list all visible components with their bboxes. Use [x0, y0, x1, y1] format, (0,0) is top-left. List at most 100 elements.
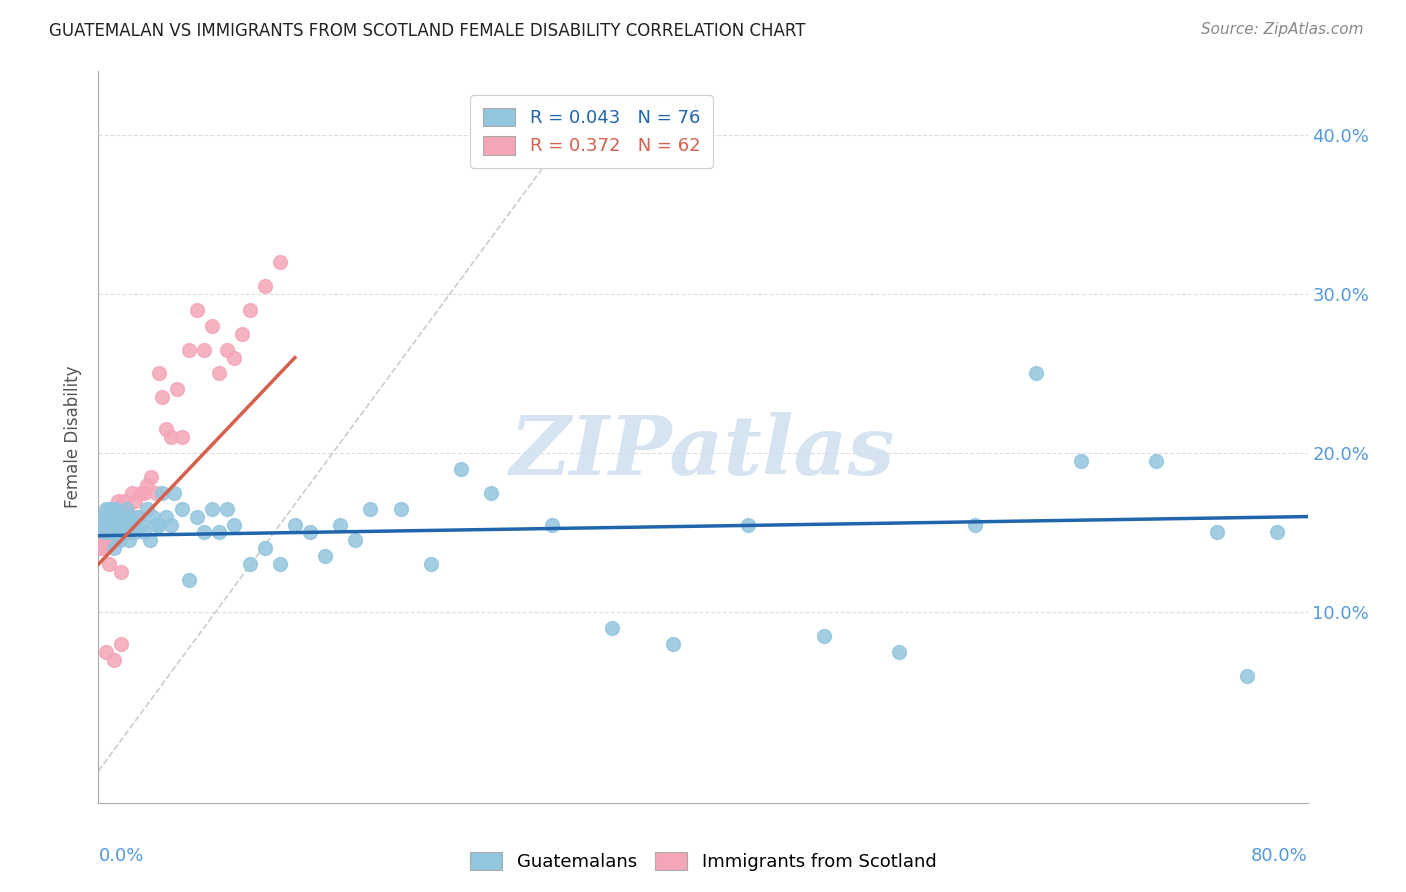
Point: [103, 525, 125, 540]
Point: [104, 517, 127, 532]
Point: [208, 525, 231, 540]
Point: [215, 501, 238, 516]
Point: [118, 525, 141, 540]
Point: [420, 558, 443, 572]
Point: [148, 517, 170, 532]
Point: [284, 517, 307, 532]
Point: [139, 533, 162, 548]
Point: [166, 383, 188, 397]
Point: [145, 485, 167, 500]
Point: [129, 517, 152, 532]
Point: [91, 509, 114, 524]
Point: [661, 637, 683, 651]
Point: [1024, 367, 1046, 381]
Point: [101, 501, 124, 516]
Point: [107, 493, 129, 508]
Point: [170, 501, 193, 516]
Point: [107, 517, 129, 532]
Point: [889, 645, 911, 659]
Point: [96, 533, 118, 548]
Point: [186, 302, 208, 317]
Point: [253, 541, 276, 556]
Point: [155, 422, 177, 436]
Point: [100, 525, 122, 540]
Point: [389, 501, 412, 516]
Point: [94, 517, 117, 532]
Text: GUATEMALAN VS IMMIGRANTS FROM SCOTLAND FEMALE DISABILITY CORRELATION CHART: GUATEMALAN VS IMMIGRANTS FROM SCOTLAND F…: [49, 22, 806, 40]
Point: [602, 621, 624, 635]
Point: [965, 517, 987, 532]
Point: [94, 501, 117, 516]
Point: [360, 501, 382, 516]
Point: [100, 509, 122, 524]
Point: [142, 509, 165, 524]
Point: [450, 462, 472, 476]
Point: [105, 525, 128, 540]
Point: [108, 501, 131, 516]
Point: [93, 517, 115, 532]
Point: [90, 517, 112, 532]
Point: [98, 517, 121, 532]
Point: [193, 343, 215, 357]
Point: [104, 501, 127, 516]
Point: [193, 525, 215, 540]
Point: [121, 485, 143, 500]
Point: [224, 517, 246, 532]
Point: [96, 525, 118, 540]
Point: [253, 279, 276, 293]
Point: [104, 509, 127, 524]
Point: [145, 517, 167, 532]
Point: [91, 541, 114, 556]
Point: [1236, 668, 1258, 682]
Point: [215, 343, 238, 357]
Point: [179, 343, 201, 357]
Point: [115, 501, 138, 516]
Point: [108, 533, 131, 548]
Point: [239, 558, 262, 572]
Text: ZIPatlas: ZIPatlas: [510, 412, 896, 491]
Point: [94, 645, 117, 659]
Point: [105, 509, 128, 524]
Point: [103, 509, 125, 524]
Point: [101, 517, 124, 532]
Point: [160, 430, 183, 444]
Point: [124, 525, 146, 540]
Point: [98, 501, 121, 516]
Point: [98, 558, 121, 572]
Legend: R = 0.043   N = 76, R = 0.372   N = 62: R = 0.043 N = 76, R = 0.372 N = 62: [470, 95, 713, 168]
Point: [101, 533, 124, 548]
Point: [314, 549, 336, 564]
Point: [540, 517, 562, 532]
Point: [93, 525, 115, 540]
Point: [129, 485, 152, 500]
Point: [94, 525, 117, 540]
Point: [201, 318, 224, 333]
Point: [299, 525, 322, 540]
Point: [1267, 525, 1289, 540]
Point: [105, 501, 128, 516]
Point: [127, 509, 149, 524]
Point: [201, 501, 224, 516]
Point: [155, 509, 177, 524]
Point: [107, 525, 129, 540]
Point: [132, 485, 155, 500]
Point: [100, 525, 122, 540]
Point: [1070, 454, 1092, 468]
Point: [110, 517, 132, 532]
Point: [105, 517, 128, 532]
Point: [115, 517, 138, 532]
Point: [96, 509, 118, 524]
Point: [90, 517, 112, 532]
Point: [120, 509, 142, 524]
Point: [111, 509, 134, 524]
Point: [135, 477, 157, 491]
Text: Source: ZipAtlas.com: Source: ZipAtlas.com: [1201, 22, 1364, 37]
Point: [124, 493, 146, 508]
Point: [737, 517, 759, 532]
Text: 80.0%: 80.0%: [1251, 847, 1308, 864]
Point: [100, 509, 122, 524]
Point: [91, 509, 114, 524]
Point: [269, 558, 291, 572]
Point: [89, 541, 111, 556]
Point: [186, 509, 208, 524]
